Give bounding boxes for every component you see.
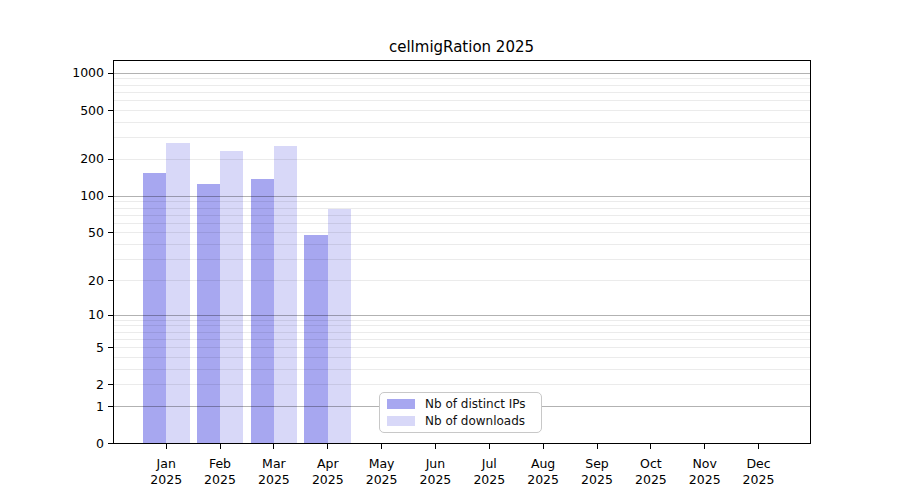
x-tick-label-year: 2025 [419,472,451,487]
x-tick-label-year: 2025 [150,472,182,487]
y-tick-label: 10 [88,307,104,322]
x-tick-label-month: Jul [481,456,497,471]
y-tick-label: 2 [96,377,104,392]
x-tick-label-month: Jun [425,456,446,471]
y-tick-label: 1000 [72,65,104,80]
x-tick-label-month: Nov [692,456,717,471]
x-tick-label-month: Feb [209,456,231,471]
bar-downloads-jan [166,143,189,444]
x-tick-label-month: May [369,456,395,471]
y-tick-label: 500 [80,103,104,118]
x-tick-label-year: 2025 [366,472,398,487]
y-tick-label: 100 [80,188,104,203]
x-tick-label-year: 2025 [258,472,290,487]
legend-swatch-distinct-ips [387,399,415,409]
y-tick-label: 0 [96,436,104,451]
x-tick-label-year: 2025 [743,472,775,487]
x-tick-label-month: Dec [746,456,770,471]
x-tick-label-month: Sep [585,456,609,471]
y-axis-labels: 0 1 2 5 10 20 50 100 200 500 1000 [72,65,104,450]
legend-label-downloads: Nb of downloads [425,415,525,427]
y-tick-label: 1 [96,399,104,414]
x-tick-label-year: 2025 [689,472,721,487]
bar-downloads-feb [220,151,243,443]
y-tick-label: 20 [88,273,104,288]
legend-item-downloads: Nb of downloads [380,413,541,429]
bars-layer [143,143,351,444]
x-tick-label-month: Apr [317,456,339,471]
y-tick-label: 200 [80,151,104,166]
legend-label-distinct-ips: Nb of distinct IPs [425,398,526,410]
y-tick-label: 5 [96,340,104,355]
legend: Nb of distinct IPs Nb of downloads [379,392,542,433]
x-tick-label-year: 2025 [635,472,667,487]
x-tick-label-month: Oct [640,456,662,471]
x-tick-label-year: 2025 [312,472,344,487]
bar-downloads-mar [274,146,297,444]
x-axis-labels: Jan2025Feb2025Mar2025Apr2025May2025Jun20… [150,456,774,487]
x-tick-label-year: 2025 [473,472,505,487]
figure: 01251020501002005001000 Jan2025Feb2025Ma… [0,0,900,500]
x-tick-label-month: Aug [531,456,555,471]
y-tick-label: 50 [88,225,104,240]
legend-swatch-downloads [387,416,415,426]
chart-title: cellmigRation 2025 [113,38,810,56]
bar-distinct-ips-mar [251,179,274,444]
x-tick-label-month: Jan [156,456,176,471]
x-tick-label-year: 2025 [581,472,613,487]
x-tick-label-year: 2025 [527,472,559,487]
bar-distinct-ips-jan [143,173,166,444]
x-tick-label-month: Mar [262,456,286,471]
legend-item-distinct-ips: Nb of distinct IPs [380,396,541,412]
x-tick-label-year: 2025 [204,472,236,487]
